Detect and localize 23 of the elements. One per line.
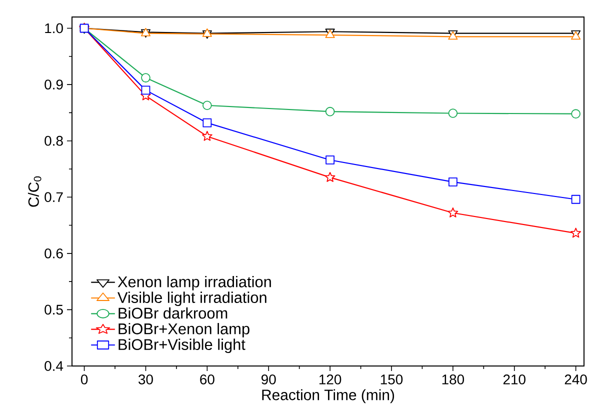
legend-label: BiOBr darkroom (118, 307, 228, 319)
x-tick-label: 0 (80, 374, 88, 384)
x-tick-label: 150 (380, 374, 403, 384)
legend-label: BiOBr+Visible light (118, 338, 246, 354)
legend-label: Visible light irradiation (118, 292, 266, 306)
y-tick-label: 0.6 (44, 248, 63, 258)
x-tick-label: 30 (138, 374, 153, 384)
y-tick-label: 0.4 (44, 361, 64, 371)
x-tick-label: 210 (503, 374, 526, 384)
x-tick-label: 120 (319, 374, 342, 384)
x-tick-label: 240 (564, 374, 587, 384)
y-axis-title: C/C$_{0}$ (28, 176, 42, 207)
y-tick-label: 1.0 (45, 23, 63, 34)
y-tick-label: 0.9 (44, 80, 63, 90)
y-tick-label: 0.5 (44, 304, 63, 315)
x-tick-label: 60 (200, 374, 214, 384)
x-axis-title: Reaction Time (min) (262, 389, 394, 404)
y-tick-label: 0.7 (44, 192, 63, 202)
legend-label: BiOBr+Xenon lamp (118, 322, 250, 338)
legend-label: Xenon lamp irradiation (118, 276, 271, 290)
x-tick-label: 90 (262, 374, 276, 384)
x-tick-label: 180 (442, 374, 464, 384)
y-tick-label: 0.8 (44, 136, 63, 146)
